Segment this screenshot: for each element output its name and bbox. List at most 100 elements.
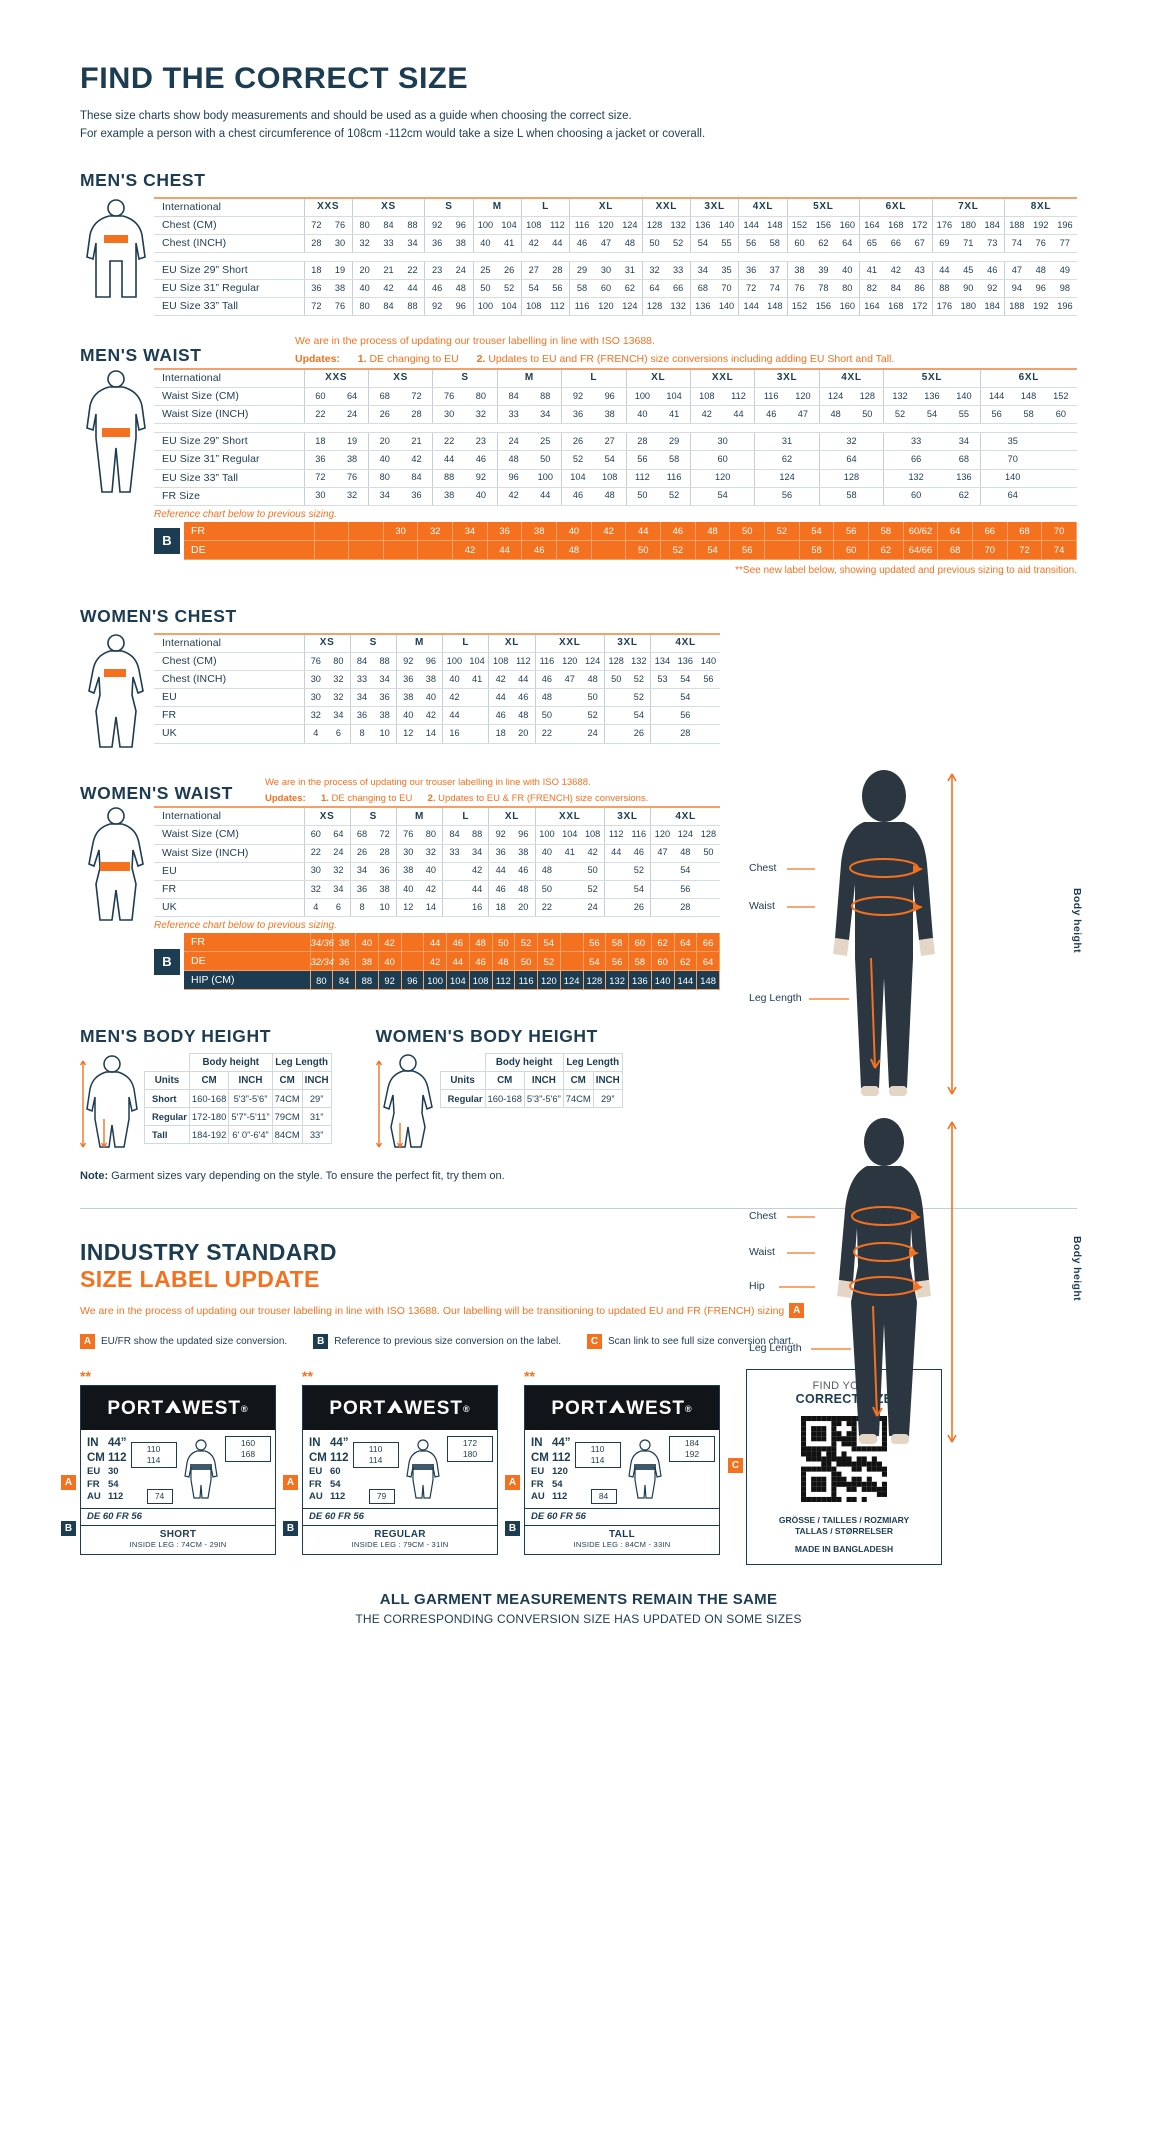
cell: 152 <box>786 297 812 317</box>
cell: 42 <box>419 706 443 726</box>
mens-waist-u1: DE changing to EU <box>369 353 459 366</box>
cell: 64 <box>818 450 884 470</box>
mens-chest-table: International XXS XS S M L XL XXL 3XL 4XL 5XL 6XL 7X… <box>154 197 1077 317</box>
cell: 5'7”-5'11” <box>228 1107 273 1126</box>
cell: 128 <box>641 216 667 235</box>
code-key: FR <box>531 1478 544 1490</box>
womens-waist-u1: DE changing to EU <box>331 793 413 804</box>
cell: 29” <box>301 1089 332 1108</box>
bh-subheader-0: Units <box>144 1071 190 1090</box>
cell: 172 <box>907 216 933 235</box>
cell: 48 <box>448 279 474 299</box>
industry-subtitle: We are in the process of updating our tr… <box>80 1303 1077 1318</box>
cell: 112 <box>722 387 755 407</box>
row-label: EU <box>154 688 304 708</box>
cell: 34 <box>529 405 562 425</box>
leader-line <box>787 868 815 870</box>
intro-line-2: For example a person with a chest circum… <box>80 127 706 140</box>
previous-size-line: DE 60 FR 56 <box>525 1507 719 1525</box>
cell <box>603 688 628 708</box>
table-row: Chest (CM) 76 80 84 88 92 96 100 104 108 112 116 120… <box>154 652 720 672</box>
cell: 140 <box>651 970 675 990</box>
female-waist-figure <box>80 806 154 929</box>
cell: 40 <box>835 261 860 281</box>
cell: 76 <box>786 279 812 299</box>
cell: 134 <box>650 652 674 672</box>
inside-leg: INSIDE LEG : 84CM - 33IN <box>573 1539 671 1549</box>
cell: 88 <box>400 297 425 317</box>
cell: 10 <box>373 898 397 918</box>
leg-measure-box: 84 <box>590 1488 617 1504</box>
size-label-examples: ** PORT WEST ® IN 44” CM 112 EU 30 FR 54 AU 112 110 114… <box>61 1368 1077 1565</box>
cell: 112 <box>545 297 570 317</box>
cell: 52 <box>581 880 605 899</box>
size-header-m: M <box>472 197 522 217</box>
cell: 48 <box>534 688 559 708</box>
asterisk-marker: ** <box>524 1368 535 1384</box>
code-value: 112 <box>108 1491 124 1503</box>
cell: 60 <box>628 933 652 952</box>
brand-block: PORT WEST ® <box>81 1386 275 1430</box>
leader-line <box>787 906 815 908</box>
legend-item: B Reference to previous size conversion o… <box>313 1334 561 1349</box>
code-row: EU 30 <box>87 1466 127 1479</box>
cell: 46 <box>521 540 558 560</box>
row-label: Chest (CM) <box>154 216 304 235</box>
cell: 44 <box>465 880 489 899</box>
cell: 52 <box>561 450 594 470</box>
size-header-3xl: 3XL <box>754 368 820 388</box>
cell <box>1044 450 1077 470</box>
cell: 56 <box>605 951 629 971</box>
bh-subheader-3: CM <box>271 1071 303 1090</box>
cell: 64 <box>674 933 698 952</box>
cell: 128 <box>583 970 607 990</box>
size-header-5xl: 5XL <box>883 368 981 388</box>
row-label: UK <box>154 898 304 918</box>
cell: 58 <box>868 521 904 541</box>
cell: 140 <box>948 387 981 407</box>
leader-line <box>787 1216 815 1218</box>
code-value: 44” <box>552 1437 571 1449</box>
cell: 124 <box>581 652 605 672</box>
bottom-statement-1: ALL GARMENT MEASUREMENTS REMAIN THE SAME <box>379 1590 778 1608</box>
female-chest-label: Chest <box>749 1210 777 1222</box>
cell: 48 <box>492 951 516 971</box>
cell: 64 <box>641 279 667 299</box>
cell: 96 <box>511 825 536 845</box>
cell <box>465 724 489 744</box>
badge-b: B <box>154 527 180 554</box>
cell: 53 <box>650 670 674 690</box>
cell: 42 <box>520 234 546 254</box>
cell: 32 <box>417 521 454 541</box>
cell: 116 <box>569 297 594 317</box>
table-row: EU 30 32 34 36 38 40 42 44 46 48 50 52 54 <box>154 862 720 881</box>
womens-chest-title: WOMEN'S CHEST <box>80 605 237 626</box>
cell: 30 <box>383 521 419 541</box>
cell: 96 <box>401 970 425 990</box>
cell: 46 <box>569 234 594 254</box>
cell: 34 <box>465 844 489 863</box>
cell <box>650 688 674 708</box>
cell: 80 <box>465 387 498 407</box>
cell: 74 <box>1004 234 1029 254</box>
cell: 132 <box>605 970 629 990</box>
cell: 12 <box>395 898 420 918</box>
cell: 36 <box>487 521 523 541</box>
cell: 76 <box>336 469 369 488</box>
size-codes: IN 44” CM 112 EU 120 FR 54 AU 112 <box>531 1436 571 1504</box>
cell: 36 <box>400 487 433 506</box>
cell: 164 <box>859 297 884 317</box>
cell: 44 <box>423 933 447 952</box>
cell <box>1044 469 1077 488</box>
male-body-icon <box>86 370 146 493</box>
cell <box>696 706 720 726</box>
cell: 58 <box>658 450 691 470</box>
cell: 124 <box>818 387 852 407</box>
table-row: EU 30 32 34 36 38 40 42 44 46 48 50 52 54 <box>154 688 720 708</box>
size-label-card: ** PORT WEST ® IN 44” CM 112 EU 120 FR 54 AU 112 110 11… <box>505 1368 720 1555</box>
cell: 62 <box>618 279 643 299</box>
cell: 96 <box>419 652 443 672</box>
table-row: EU Size 33” Tall 72 76 80 84 88 92 96 100 104 108 1… <box>154 297 1077 317</box>
cell: 160 <box>835 216 860 235</box>
fit-note: Note: Garment sizes vary depending on th… <box>80 1170 1077 1182</box>
